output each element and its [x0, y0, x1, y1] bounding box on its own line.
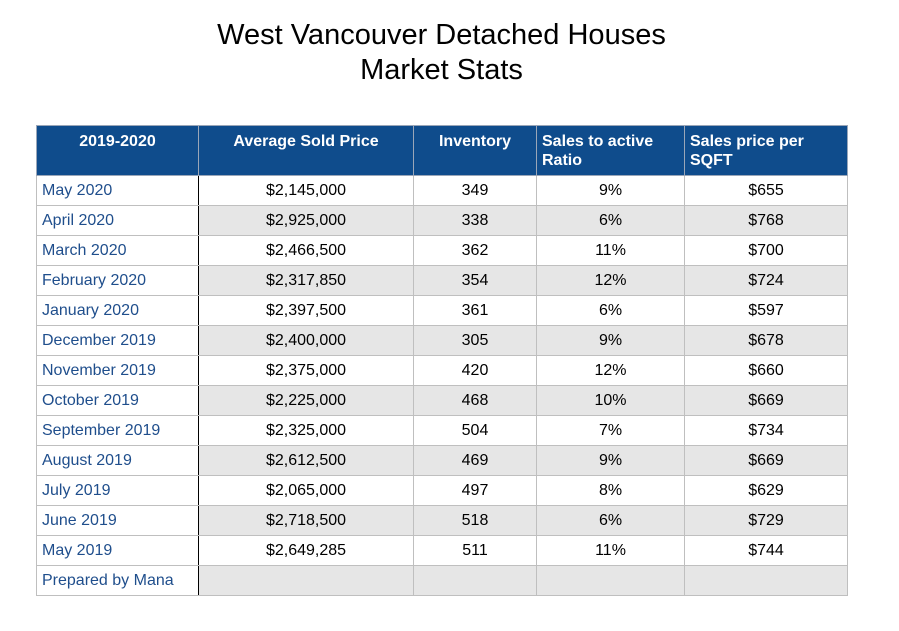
column-header-period: 2019-2020	[36, 125, 199, 176]
table-row: January 2020 $2,397,500 361 6% $597	[36, 295, 848, 326]
table-row: May 2020 $2,145,000 349 9% $655	[36, 175, 848, 206]
price-per-sqft-cell: $629	[684, 475, 848, 506]
header-row: 2019-2020 Average Sold Price Inventory S…	[36, 125, 848, 176]
average-sold-price-cell: $2,145,000	[198, 175, 414, 206]
period-cell: May 2019	[36, 535, 199, 566]
sales-ratio-cell: 7%	[536, 415, 685, 446]
period-cell: November 2019	[36, 355, 199, 386]
sales-ratio-cell: 8%	[536, 475, 685, 506]
sales-ratio-cell: 12%	[536, 265, 685, 296]
inventory-cell: 362	[413, 235, 537, 266]
period-cell: August 2019	[36, 445, 199, 476]
sales-ratio-cell: 9%	[536, 445, 685, 476]
price-per-sqft-cell: $734	[684, 415, 848, 446]
inventory-cell: 511	[413, 535, 537, 566]
average-sold-price-cell: $2,612,500	[198, 445, 414, 476]
period-cell: October 2019	[36, 385, 199, 416]
sales-ratio-cell: 11%	[536, 535, 685, 566]
price-per-sqft-cell: $660	[684, 355, 848, 386]
column-header-sales-price-per-sqft: Sales price per SQFT	[684, 125, 848, 176]
period-cell: March 2020	[36, 235, 199, 266]
title-line-1: West Vancouver Detached Houses	[217, 19, 666, 51]
empty-cell	[413, 565, 537, 596]
period-cell: September 2019	[36, 415, 199, 446]
sales-ratio-cell: 6%	[536, 205, 685, 236]
footer-row: Prepared by Mana	[36, 565, 848, 596]
average-sold-price-cell: $2,925,000	[198, 205, 414, 236]
inventory-cell: 518	[413, 505, 537, 536]
average-sold-price-cell: $2,375,000	[198, 355, 414, 386]
sales-ratio-cell: 6%	[536, 505, 685, 536]
average-sold-price-cell: $2,317,850	[198, 265, 414, 296]
sales-ratio-cell: 10%	[536, 385, 685, 416]
average-sold-price-cell: $2,225,000	[198, 385, 414, 416]
inventory-cell: 504	[413, 415, 537, 446]
chart-title: West Vancouver Detached Houses Market St…	[0, 18, 883, 88]
price-per-sqft-cell: $729	[684, 505, 848, 536]
price-per-sqft-cell: $678	[684, 325, 848, 356]
average-sold-price-cell: $2,065,000	[198, 475, 414, 506]
period-cell: April 2020	[36, 205, 199, 236]
table-row: August 2019 $2,612,500 469 9% $669	[36, 445, 848, 476]
inventory-cell: 497	[413, 475, 537, 506]
table-row: October 2019 $2,225,000 468 10% $669	[36, 385, 848, 416]
table-row: April 2020 $2,925,000 338 6% $768	[36, 205, 848, 236]
inventory-cell: 338	[413, 205, 537, 236]
sales-ratio-cell: 11%	[536, 235, 685, 266]
average-sold-price-cell: $2,325,000	[198, 415, 414, 446]
average-sold-price-cell: $2,466,500	[198, 235, 414, 266]
price-per-sqft-cell: $724	[684, 265, 848, 296]
inventory-cell: 420	[413, 355, 537, 386]
table-row: September 2019 $2,325,000 504 7% $734	[36, 415, 848, 446]
price-per-sqft-cell: $700	[684, 235, 848, 266]
price-per-sqft-cell: $597	[684, 295, 848, 326]
empty-cell	[684, 565, 848, 596]
table-row: June 2019 $2,718,500 518 6% $729	[36, 505, 848, 536]
period-cell: June 2019	[36, 505, 199, 536]
inventory-cell: 305	[413, 325, 537, 356]
average-sold-price-cell: $2,649,285	[198, 535, 414, 566]
table-row: December 2019 $2,400,000 305 9% $678	[36, 325, 848, 356]
period-cell: July 2019	[36, 475, 199, 506]
table-row: February 2020 $2,317,850 354 12% $724	[36, 265, 848, 296]
table-row: November 2019 $2,375,000 420 12% $660	[36, 355, 848, 386]
inventory-cell: 354	[413, 265, 537, 296]
average-sold-price-cell: $2,397,500	[198, 295, 414, 326]
title-line-2: Market Stats	[360, 54, 523, 86]
inventory-cell: 469	[413, 445, 537, 476]
column-header-inventory: Inventory	[413, 125, 537, 176]
table-row: May 2019 $2,649,285 511 11% $744	[36, 535, 848, 566]
table-row: July 2019 $2,065,000 497 8% $629	[36, 475, 848, 506]
column-header-average-sold-price: Average Sold Price	[198, 125, 414, 176]
empty-cell	[536, 565, 685, 596]
price-per-sqft-cell: $744	[684, 535, 848, 566]
price-per-sqft-cell: $669	[684, 385, 848, 416]
sales-ratio-cell: 12%	[536, 355, 685, 386]
sales-ratio-cell: 6%	[536, 295, 685, 326]
inventory-cell: 349	[413, 175, 537, 206]
average-sold-price-cell: $2,718,500	[198, 505, 414, 536]
price-per-sqft-cell: $655	[684, 175, 848, 206]
price-per-sqft-cell: $768	[684, 205, 848, 236]
average-sold-price-cell: $2,400,000	[198, 325, 414, 356]
sales-ratio-cell: 9%	[536, 325, 685, 356]
sales-ratio-cell: 9%	[536, 175, 685, 206]
empty-cell	[198, 565, 414, 596]
period-cell: January 2020	[36, 295, 199, 326]
period-cell: May 2020	[36, 175, 199, 206]
period-cell: February 2020	[36, 265, 199, 296]
table-body: May 2020 $2,145,000 349 9% $655 April 2020 $2,…	[36, 175, 848, 596]
price-per-sqft-cell: $669	[684, 445, 848, 476]
market-stats-table: 2019-2020 Average Sold Price Inventory S…	[36, 125, 848, 596]
inventory-cell: 361	[413, 295, 537, 326]
prepared-by-cell: Prepared by Mana	[36, 565, 199, 596]
column-header-sales-to-active-ratio: Sales to active Ratio	[536, 125, 685, 176]
period-cell: December 2019	[36, 325, 199, 356]
inventory-cell: 468	[413, 385, 537, 416]
table-row: March 2020 $2,466,500 362 11% $700	[36, 235, 848, 266]
